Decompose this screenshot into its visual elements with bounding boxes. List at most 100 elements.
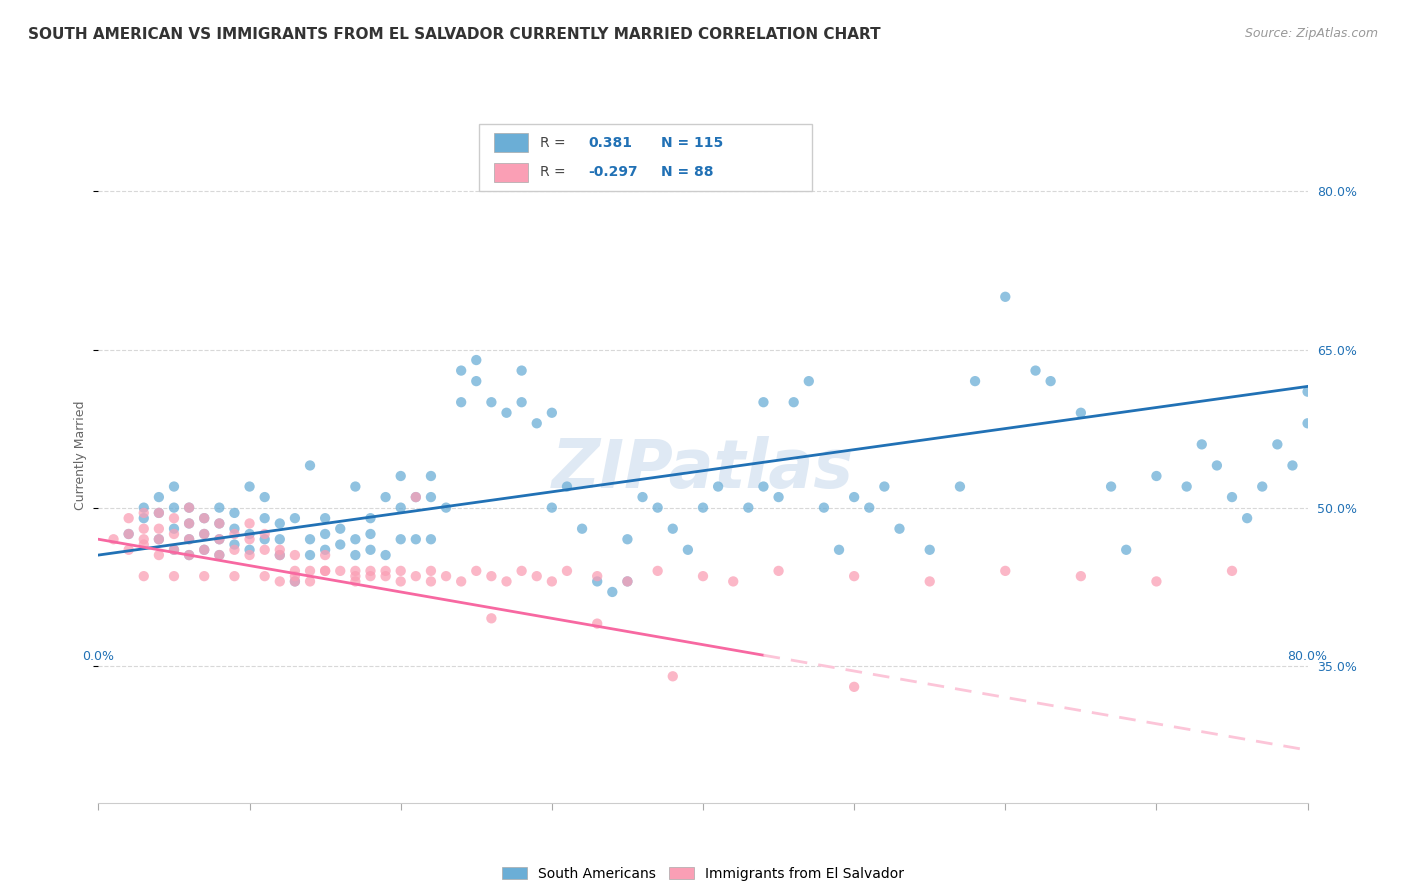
Point [692,500,714,515]
Text: 80.0%: 80.0% [1288,649,1327,663]
Point [299,548,322,562]
Point [314,527,336,541]
Point [269,574,291,589]
Point [1220,564,1243,578]
Point [510,363,533,377]
Point [253,533,276,547]
Point [616,574,638,589]
Point [797,374,820,388]
Point [299,533,322,547]
Point [918,542,941,557]
Point [224,542,246,557]
Point [586,569,609,583]
Point [389,469,412,483]
Point [481,611,503,625]
Point [631,490,654,504]
Point [389,533,412,547]
Point [434,569,457,583]
Point [405,533,427,547]
Point [284,548,307,562]
Point [208,516,231,531]
Point [1175,479,1198,493]
Point [208,500,231,515]
Point [132,569,155,583]
Text: R =: R = [540,136,574,150]
Point [420,469,443,483]
Text: 0.0%: 0.0% [83,649,114,663]
Point [949,479,972,493]
Point [389,564,412,578]
Point [616,533,638,547]
Point [253,542,276,557]
Point [555,479,578,493]
Point [208,516,231,531]
Point [1070,406,1092,420]
Point [132,511,155,525]
Point [374,564,396,578]
Point [602,585,624,599]
Point [193,511,215,525]
Point [1144,469,1167,483]
Point [132,522,155,536]
Point [163,522,186,536]
Point [148,506,170,520]
Point [224,537,246,551]
Point [314,542,336,557]
Point [103,533,125,547]
Text: N = 88: N = 88 [661,165,713,179]
FancyBboxPatch shape [479,124,811,191]
Point [163,569,186,583]
Point [284,569,307,583]
Point [314,564,336,578]
Text: SOUTH AMERICAN VS IMMIGRANTS FROM EL SALVADOR CURRENTLY MARRIED CORRELATION CHAR: SOUTH AMERICAN VS IMMIGRANTS FROM EL SAL… [28,27,880,42]
Text: 0.381: 0.381 [588,136,633,150]
Point [768,564,790,578]
Point [329,522,352,536]
Point [420,490,443,504]
Point [224,506,246,520]
Point [179,548,201,562]
Point [344,569,367,583]
Point [163,479,186,493]
Point [193,527,215,541]
Point [540,500,562,515]
Point [844,680,866,694]
Point [783,395,806,409]
Point [269,548,291,562]
Point [768,490,790,504]
Point [224,569,246,583]
Point [465,374,488,388]
Point [389,500,412,515]
FancyBboxPatch shape [494,133,527,153]
Y-axis label: Currently Married: Currently Married [73,401,87,509]
Point [450,395,472,409]
Point [284,564,307,578]
Point [299,574,322,589]
Point [163,542,186,557]
Point [405,490,427,504]
Point [510,564,533,578]
Point [994,564,1017,578]
Text: N = 115: N = 115 [661,136,723,150]
Point [1251,479,1274,493]
Point [450,574,472,589]
Point [253,527,276,541]
Point [676,542,699,557]
Point [344,479,367,493]
Point [344,548,367,562]
Point [224,527,246,541]
Point [118,527,141,541]
Point [586,574,609,589]
Point [253,569,276,583]
Point [1191,437,1213,451]
Point [1070,569,1092,583]
Point [269,542,291,557]
Point [647,564,669,578]
Point [360,527,382,541]
Point [132,500,155,515]
Point [481,569,503,583]
Point [148,490,170,504]
Point [1296,417,1319,431]
Point [405,569,427,583]
Point [1144,574,1167,589]
